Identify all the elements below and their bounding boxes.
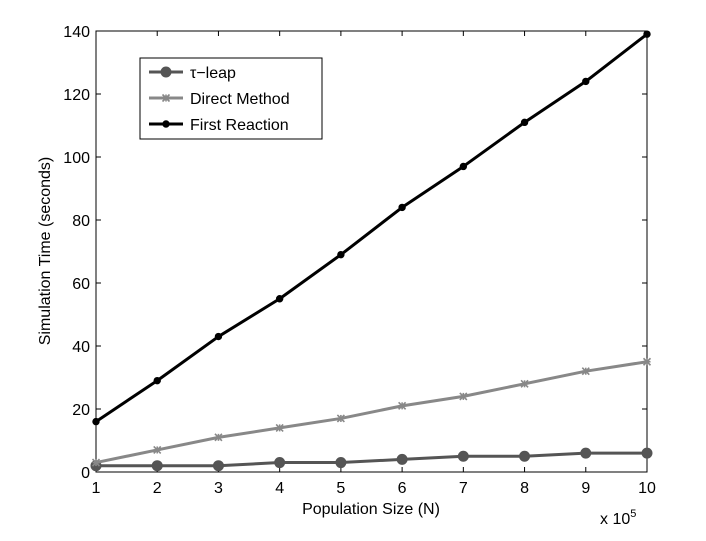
x-tick-label: 6 <box>398 480 407 497</box>
series-line <box>95 32 648 423</box>
series-group <box>91 357 652 467</box>
y-tick-label: 140 <box>63 24 90 41</box>
x-tick-label: 2 <box>153 480 162 497</box>
data-point <box>153 376 161 385</box>
data-point <box>520 379 529 388</box>
legend-marker <box>160 66 172 78</box>
legend-item: First Reaction <box>149 117 289 134</box>
data-point <box>337 250 345 259</box>
legend-label: Direct Method <box>190 91 290 108</box>
x-tick-label: 9 <box>581 480 590 497</box>
data-point <box>398 401 407 410</box>
x-multiplier-base: x 10 <box>600 511 630 528</box>
data-point <box>582 77 590 86</box>
legend-label: First Reaction <box>190 117 289 134</box>
data-point <box>336 414 345 423</box>
y-tick-label: 60 <box>72 276 90 293</box>
y-tick-label: 20 <box>72 402 90 419</box>
x-tick-label: 1 <box>92 480 101 497</box>
data-point <box>214 433 223 442</box>
y-tick-label: 0 <box>81 465 90 482</box>
legend-marker <box>161 93 171 103</box>
data-point <box>275 423 284 432</box>
x-tick-label: 7 <box>459 480 468 497</box>
series-line <box>95 360 648 465</box>
series-line <box>96 451 647 468</box>
x-tick-label: 8 <box>520 480 529 497</box>
x-tick-label: 3 <box>214 480 223 497</box>
data-point <box>91 458 101 467</box>
legend: τ−leap Direct Method First Reaction <box>139 57 323 140</box>
y-tick-label: 100 <box>63 150 90 167</box>
legend-marker <box>162 120 170 128</box>
data-point <box>580 447 592 459</box>
data-point <box>457 450 469 462</box>
data-point <box>396 453 408 465</box>
x-tick-label: 4 <box>275 480 284 497</box>
y-tick-label: 120 <box>63 87 90 104</box>
y-axis-title: Simulation Time (seconds) <box>37 157 54 346</box>
data-point <box>459 162 468 171</box>
y-tick-label: 80 <box>72 213 90 230</box>
legend-label: τ−leap <box>190 65 236 82</box>
data-point <box>274 457 286 469</box>
series-group <box>92 30 651 426</box>
data-point <box>214 332 223 341</box>
data-point <box>151 460 163 472</box>
data-point <box>581 367 590 376</box>
x-axis-multiplier: x 105 <box>600 508 636 528</box>
data-point <box>212 460 224 472</box>
data-point <box>153 445 162 455</box>
y-tick-label: 40 <box>72 339 90 356</box>
x-tick-label: 5 <box>336 480 345 497</box>
data-point <box>643 30 651 38</box>
data-point <box>92 417 100 426</box>
series-group <box>90 447 653 472</box>
x-axis-title: Population Size (N) <box>302 501 440 518</box>
legend-item: τ−leap <box>149 65 236 82</box>
data-point <box>641 447 653 459</box>
x-tick-label: 10 <box>638 480 656 497</box>
data-point <box>275 295 284 303</box>
data-point <box>459 392 468 401</box>
legend-item: Direct Method <box>149 91 290 108</box>
data-point <box>335 457 347 469</box>
data-point <box>642 357 652 366</box>
data-point <box>398 203 406 212</box>
x-multiplier-exponent: 5 <box>630 508 636 520</box>
data-point <box>519 450 531 462</box>
data-point <box>520 118 529 127</box>
